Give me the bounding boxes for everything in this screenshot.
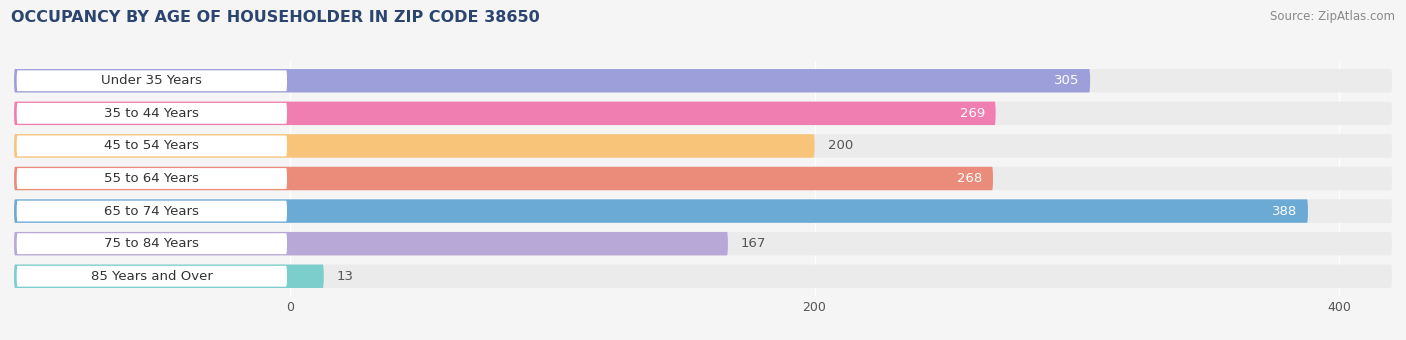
- FancyBboxPatch shape: [14, 167, 993, 190]
- FancyBboxPatch shape: [14, 134, 814, 158]
- FancyBboxPatch shape: [14, 232, 728, 255]
- FancyBboxPatch shape: [14, 167, 1392, 190]
- FancyBboxPatch shape: [17, 233, 287, 254]
- FancyBboxPatch shape: [14, 232, 1392, 255]
- FancyBboxPatch shape: [17, 266, 287, 287]
- Text: OCCUPANCY BY AGE OF HOUSEHOLDER IN ZIP CODE 38650: OCCUPANCY BY AGE OF HOUSEHOLDER IN ZIP C…: [11, 10, 540, 25]
- FancyBboxPatch shape: [14, 265, 1392, 288]
- Text: 45 to 54 Years: 45 to 54 Years: [104, 139, 200, 152]
- Text: 75 to 84 Years: 75 to 84 Years: [104, 237, 200, 250]
- Text: 167: 167: [741, 237, 766, 250]
- FancyBboxPatch shape: [14, 102, 995, 125]
- Text: 55 to 64 Years: 55 to 64 Years: [104, 172, 200, 185]
- FancyBboxPatch shape: [14, 134, 1392, 158]
- Text: 200: 200: [828, 139, 853, 152]
- FancyBboxPatch shape: [17, 70, 287, 91]
- Text: 85 Years and Over: 85 Years and Over: [91, 270, 212, 283]
- FancyBboxPatch shape: [17, 168, 287, 189]
- Text: 269: 269: [960, 107, 986, 120]
- Text: 268: 268: [957, 172, 983, 185]
- Text: 35 to 44 Years: 35 to 44 Years: [104, 107, 200, 120]
- FancyBboxPatch shape: [14, 199, 1392, 223]
- FancyBboxPatch shape: [14, 69, 1090, 92]
- Text: 305: 305: [1054, 74, 1080, 87]
- FancyBboxPatch shape: [17, 201, 287, 222]
- Text: 65 to 74 Years: 65 to 74 Years: [104, 205, 200, 218]
- FancyBboxPatch shape: [14, 102, 1392, 125]
- Text: Source: ZipAtlas.com: Source: ZipAtlas.com: [1270, 10, 1395, 23]
- FancyBboxPatch shape: [14, 265, 323, 288]
- Text: Under 35 Years: Under 35 Years: [101, 74, 202, 87]
- FancyBboxPatch shape: [14, 69, 1392, 92]
- FancyBboxPatch shape: [17, 135, 287, 156]
- Text: 13: 13: [337, 270, 354, 283]
- FancyBboxPatch shape: [14, 199, 1308, 223]
- Text: 388: 388: [1272, 205, 1298, 218]
- FancyBboxPatch shape: [17, 103, 287, 124]
